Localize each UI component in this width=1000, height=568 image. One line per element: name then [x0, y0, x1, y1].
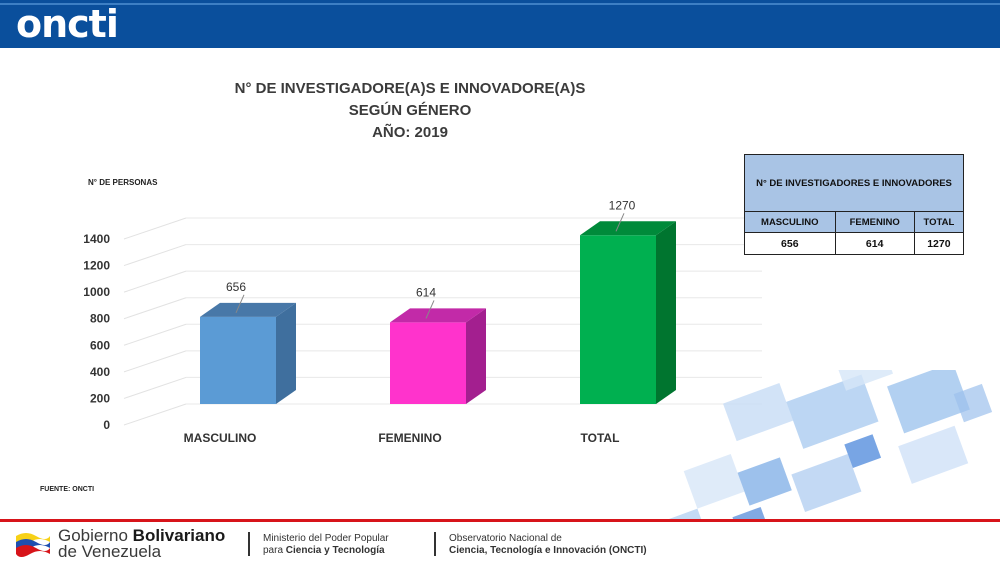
data-label-leader-femenino [425, 300, 435, 319]
observatory-text: Observatorio Nacional de Ciencia, Tecnol… [449, 533, 647, 557]
y-tick-label-3: 600 [90, 338, 110, 352]
gridline-side-3 [123, 323, 187, 346]
summary-value-masculino: 656 [744, 232, 836, 255]
y-tick-label-2: 400 [90, 365, 110, 379]
x-tick-label-masculino: MASCULINO [184, 431, 257, 445]
summary-table: N° DE INVESTIGADORES E INNOVADORES MASCU… [744, 154, 965, 255]
bar-top-total [580, 221, 676, 236]
bar-side-total [656, 221, 676, 404]
gridline-side-4 [123, 297, 187, 320]
y-tick-label-7: 1400 [83, 232, 110, 246]
bar-top-femenino [390, 308, 486, 323]
bar-total [580, 235, 656, 404]
data-label-leader-masculino [235, 294, 245, 314]
y-tick-label-4: 800 [90, 312, 110, 326]
footer-rule [0, 519, 1000, 522]
chart-title-line-1: N° DE INVESTIGADORE(A)S E INNOVADORE(A)S [234, 80, 586, 97]
summary-table-caption: N° DE INVESTIGADORES E INNOVADORES [744, 154, 964, 212]
y-tick-label-0: 0 [103, 418, 110, 432]
chart-title: N° DE INVESTIGADORE(A)S E INNOVADORE(A)S… [160, 78, 660, 144]
source-note: FUENTE: ONCTI [40, 486, 95, 493]
bar-side-masculino [276, 302, 296, 404]
bar-top-masculino [200, 302, 296, 317]
x-tick-label-femenino: FEMENINO [378, 431, 441, 445]
ministry-line-2b: Ciencia y Tecnología [285, 545, 385, 556]
gov-text-c: de Venezuela [58, 542, 162, 561]
summary-value-femenino: 614 [834, 232, 915, 255]
header-bar: oncti [0, 0, 1000, 51]
gov-text-a: Gobierno [58, 526, 133, 545]
gridline-side-7 [123, 217, 187, 240]
chart-title-line-2: SEGÚN GÉNERO [348, 102, 472, 119]
observatory-line-1: Observatorio Nacional de [449, 533, 562, 544]
bar-side-femenino [466, 308, 486, 404]
footer-separator-1 [248, 532, 250, 556]
y-tick-label-1: 200 [90, 391, 110, 405]
gridline-side-6 [123, 244, 187, 267]
chart-title-line-3: AÑO: 2019 [372, 124, 448, 141]
footer-bar [0, 522, 1000, 568]
ministry-line-1: Ministerio del Poder Popular [263, 533, 389, 544]
gov-text-b: Bolivariano [132, 526, 226, 545]
oncti-logo: oncti [16, 2, 119, 46]
summary-header-femenino: FEMENINO [834, 211, 915, 233]
summary-value-total: 1270 [913, 232, 965, 255]
decorative-squares-pattern [659, 370, 993, 520]
x-tick-label-total: TOTAL [581, 431, 620, 445]
y-tick-label-5: 1000 [83, 285, 110, 299]
gridline-side-1 [123, 376, 187, 399]
venezuela-flag-icon [16, 533, 50, 557]
gridline-side-2 [123, 350, 187, 373]
data-label-femenino: 614 [416, 285, 436, 299]
ministry-line-2a: para [263, 545, 286, 556]
government-logo-text: Gobierno Bolivariano de Venezuela [58, 526, 226, 561]
y-axis-label: N° DE PERSONAS [88, 178, 158, 187]
footer-separator-2 [434, 532, 436, 556]
gridline-side-0 [123, 403, 187, 426]
bar-masculino [200, 316, 276, 404]
y-tick-label-6: 1200 [83, 259, 110, 273]
summary-header-total: TOTAL [913, 211, 965, 233]
header-accent-line [0, 3, 1000, 5]
data-label-masculino: 656 [226, 280, 246, 294]
bar-femenino [390, 322, 466, 404]
ministry-text: Ministerio del Poder Popular para Cienci… [263, 533, 389, 557]
summary-header-masculino: MASCULINO [744, 211, 836, 233]
gridline-side-5 [123, 270, 187, 293]
observatory-line-2: Ciencia, Tecnología e Innovación (ONCTI) [449, 545, 647, 556]
data-label-total: 1270 [609, 198, 636, 212]
data-label-leader-total [615, 213, 625, 232]
